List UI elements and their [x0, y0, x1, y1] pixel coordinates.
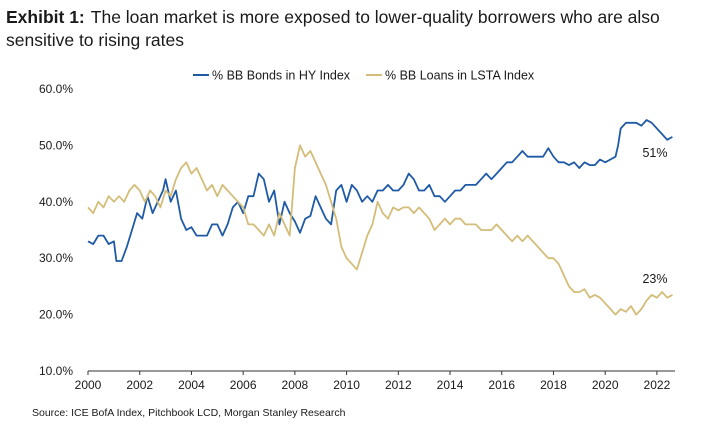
- series-line-2: [87, 144, 673, 316]
- x-tick-label: 2022: [644, 378, 671, 392]
- x-tick-label: 2018: [540, 378, 567, 392]
- legend-label-1: % BB Bonds in HY Index: [212, 69, 351, 83]
- exhibit-number: Exhibit 1:: [6, 7, 85, 27]
- y-tick-label: 10.0%: [39, 364, 73, 378]
- end-value-label-2: 23%: [642, 272, 667, 286]
- exhibit-title-text: The loan market is more exposed to lower…: [6, 7, 660, 50]
- chart-legend: % BB Bonds in HY Index % BB Loans in LSTA…: [193, 69, 535, 83]
- series-line-1: [87, 119, 673, 262]
- chart-end-labels: 51% 23%: [642, 146, 667, 286]
- x-tick-label: 2016: [488, 378, 515, 392]
- y-tick-label: 30.0%: [39, 251, 73, 265]
- y-tick-label: 40.0%: [39, 195, 73, 209]
- y-tick-label: 60.0%: [39, 82, 73, 96]
- x-tick-label: 2012: [385, 378, 412, 392]
- x-tick-label: 2008: [282, 378, 309, 392]
- x-tick-label: 2006: [230, 378, 257, 392]
- chart-series: [87, 119, 673, 316]
- x-tick-label: 2000: [75, 378, 102, 392]
- x-tick-label: 2004: [178, 378, 205, 392]
- x-tick-label: 2020: [592, 378, 619, 392]
- end-value-label-1: 51%: [642, 146, 667, 160]
- x-tick-label: 2014: [437, 378, 464, 392]
- x-tick-label: 2010: [333, 378, 360, 392]
- x-tick-label: 2002: [126, 378, 153, 392]
- y-tick-label: 50.0%: [39, 138, 73, 152]
- exhibit-title: Exhibit 1: The loan market is more expose…: [6, 6, 706, 52]
- chart-axes: 2000 2002 2004 2006 2008 2010 2012 2014 2016 2018…: [39, 82, 675, 392]
- y-tick-label: 20.0%: [39, 308, 73, 322]
- legend-label-2: % BB Loans in LSTA Index: [385, 69, 535, 83]
- source-note: Source: ICE BofA Index, Pitchbook LCD, M…: [32, 407, 346, 419]
